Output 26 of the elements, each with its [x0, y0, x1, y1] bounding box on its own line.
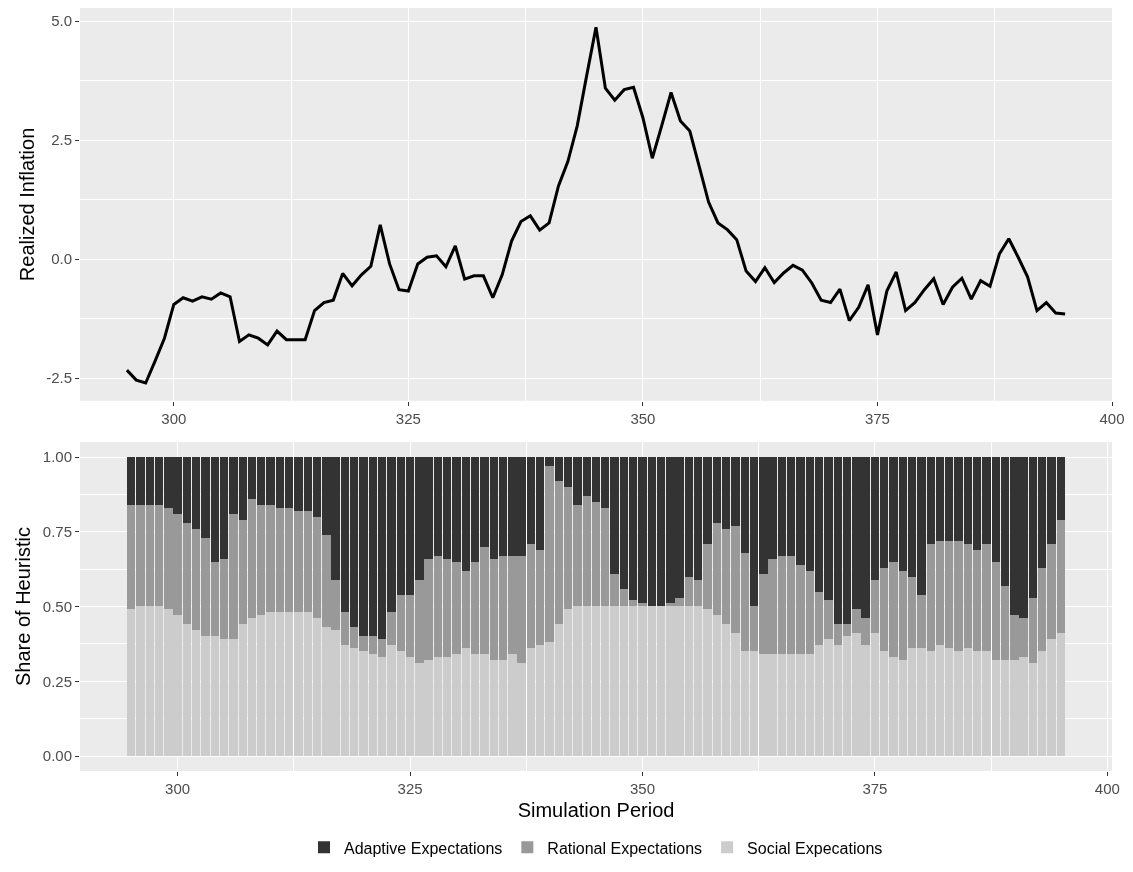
x-tick-label: 375 [864, 409, 890, 427]
x-tick-label: 375 [862, 780, 888, 798]
x-tick-label: 325 [395, 409, 421, 427]
y-tick-label: 0.00 [42, 747, 72, 765]
x-tick-label: 350 [629, 780, 656, 798]
line-series [125, 25, 1067, 385]
legend-label: Social Expecations [747, 839, 883, 857]
y-tick-label: 0.25 [42, 672, 72, 690]
legend-label: Adaptive Expectations [344, 839, 503, 857]
x-axis-title: Simulation Period [517, 798, 675, 821]
x-tick-label: 400 [1094, 780, 1120, 798]
y-axis-title: Realized Inflation [15, 127, 38, 282]
y-tick-label: 5.0 [51, 12, 72, 30]
y-tick-label: 1.00 [42, 448, 72, 466]
y-tick-label: 0.75 [42, 523, 72, 541]
x-tick-label: 325 [397, 780, 423, 798]
y-tick-label: 2.5 [51, 131, 72, 149]
x-tick-label: 350 [630, 409, 656, 427]
y-axis-title: Share of Heuristic [12, 527, 35, 687]
y-tick-label: 0.0 [51, 250, 72, 268]
x-tick-label: 400 [1099, 409, 1125, 427]
y-tick-label: 0.50 [42, 597, 72, 615]
x-tick-label: 300 [161, 409, 187, 427]
legend-label: Rational Expectations [547, 839, 703, 857]
x-tick-label: 300 [165, 780, 191, 798]
y-tick-label: -2.5 [46, 369, 72, 387]
